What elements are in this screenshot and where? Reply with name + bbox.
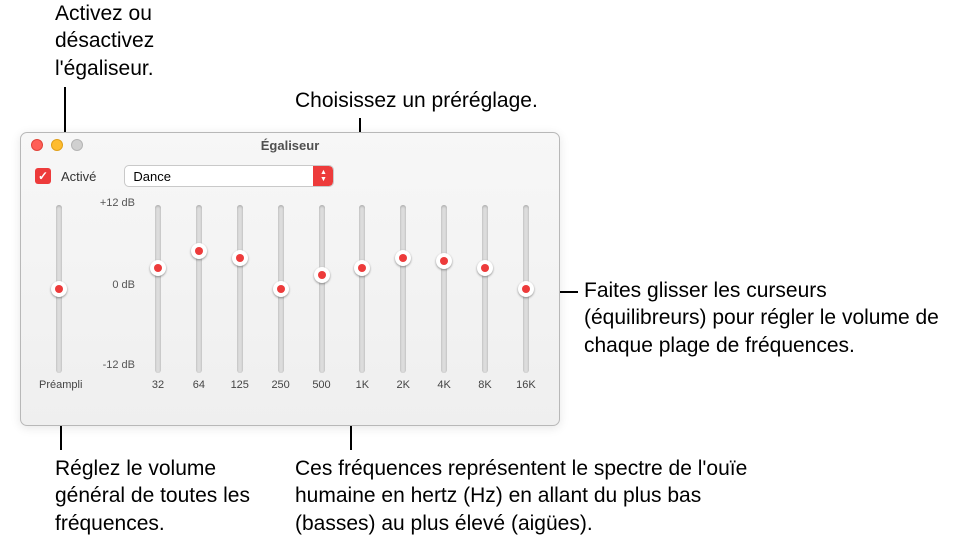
band-1K: 1K — [347, 203, 377, 403]
band-250: 250 — [266, 203, 296, 403]
eq-body: Préampli +12 dB 0 dB -12 dB 32 64 125 250 50… — [21, 195, 559, 425]
preset-select[interactable]: Dance ▲▼ — [124, 165, 334, 187]
callout-preset-text: Choisissez un préréglage. — [295, 87, 625, 114]
band-label-1K: 1K — [347, 379, 377, 391]
zoom-icon — [71, 139, 83, 151]
band-thumb-500[interactable] — [314, 267, 330, 283]
enable-label: Activé — [61, 169, 96, 184]
db-top: +12 dB — [100, 197, 135, 209]
band-label-16K: 16K — [511, 379, 541, 391]
callout-sliders-text: Faites glisser les curseurs (équilibreur… — [584, 277, 954, 359]
band-slider-16K[interactable] — [523, 205, 529, 373]
band-thumb-4K[interactable] — [436, 253, 452, 269]
db-mid: 0 dB — [112, 279, 135, 291]
callout-hz-text: Ces fréquences représentent le spectre d… — [295, 455, 765, 537]
equalizer-window: Égaliseur ✓ Activé Dance ▲▼ Préampli +12… — [20, 132, 560, 426]
band-thumb-16K[interactable] — [518, 281, 534, 297]
preamp-slider[interactable] — [56, 205, 62, 373]
bands: 32 64 125 250 500 1K 2K 4K 8K 16K — [143, 203, 541, 403]
band-64: 64 — [184, 203, 214, 403]
band-8K: 8K — [470, 203, 500, 403]
band-thumb-1K[interactable] — [354, 260, 370, 276]
band-4K: 4K — [429, 203, 459, 403]
band-slider-8K[interactable] — [482, 205, 488, 373]
band-500: 500 — [307, 203, 337, 403]
band-16K: 16K — [511, 203, 541, 403]
callout-enable-text: Activez ou désactivez l'égaliseur. — [55, 0, 235, 82]
window-controls — [31, 139, 83, 151]
band-32: 32 — [143, 203, 173, 403]
chevron-updown-icon: ▲▼ — [313, 166, 333, 186]
band-thumb-8K[interactable] — [477, 260, 493, 276]
titlebar: Égaliseur — [21, 133, 559, 159]
window-title: Égaliseur — [261, 138, 320, 153]
band-label-32: 32 — [143, 379, 173, 391]
band-slider-250[interactable] — [278, 205, 284, 373]
band-label-2K: 2K — [388, 379, 418, 391]
band-slider-500[interactable] — [319, 205, 325, 373]
band-label-500: 500 — [307, 379, 337, 391]
band-thumb-250[interactable] — [273, 281, 289, 297]
db-bottom: -12 dB — [103, 359, 135, 371]
callout-preamp-text: Réglez le volume général de toutes les f… — [55, 455, 285, 537]
band-label-125: 125 — [225, 379, 255, 391]
db-scale: +12 dB 0 dB -12 dB — [83, 199, 135, 375]
band-slider-64[interactable] — [196, 205, 202, 373]
band-slider-2K[interactable] — [400, 205, 406, 373]
band-slider-125[interactable] — [237, 205, 243, 373]
preamp-label: Préampli — [39, 379, 79, 391]
band-label-64: 64 — [184, 379, 214, 391]
band-125: 125 — [225, 203, 255, 403]
band-2K: 2K — [388, 203, 418, 403]
band-label-250: 250 — [266, 379, 296, 391]
band-label-8K: 8K — [470, 379, 500, 391]
close-icon[interactable] — [31, 139, 43, 151]
band-label-4K: 4K — [429, 379, 459, 391]
band-thumb-32[interactable] — [150, 260, 166, 276]
band-slider-4K[interactable] — [441, 205, 447, 373]
band-slider-32[interactable] — [155, 205, 161, 373]
band-slider-1K[interactable] — [359, 205, 365, 373]
band-thumb-64[interactable] — [191, 243, 207, 259]
preamp-column: Préampli — [39, 203, 79, 391]
controls-row: ✓ Activé Dance ▲▼ — [21, 159, 559, 195]
preset-value: Dance — [133, 169, 171, 184]
preamp-thumb[interactable] — [51, 281, 67, 297]
band-thumb-2K[interactable] — [395, 250, 411, 266]
enable-checkbox[interactable]: ✓ — [35, 168, 51, 184]
minimize-icon[interactable] — [51, 139, 63, 151]
band-thumb-125[interactable] — [232, 250, 248, 266]
